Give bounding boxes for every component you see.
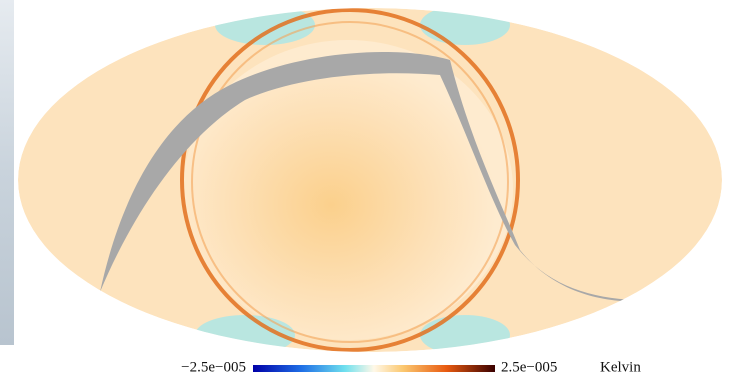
colorbar: [253, 365, 495, 372]
cyan-patch: [420, 315, 510, 355]
side-strip: [0, 0, 14, 345]
cyan-patch: [215, 5, 315, 45]
colorbar-unit: Kelvin: [600, 359, 641, 375]
colorbar-min-label: −2.5e−005: [181, 359, 246, 375]
mollweide-map: [18, 5, 722, 355]
cyan-patch: [420, 5, 510, 45]
sky-map-view: −2.5e−005 2.5e−005 Kelvin: [0, 0, 729, 378]
colorbar-max-label: 2.5e−005: [501, 359, 557, 375]
